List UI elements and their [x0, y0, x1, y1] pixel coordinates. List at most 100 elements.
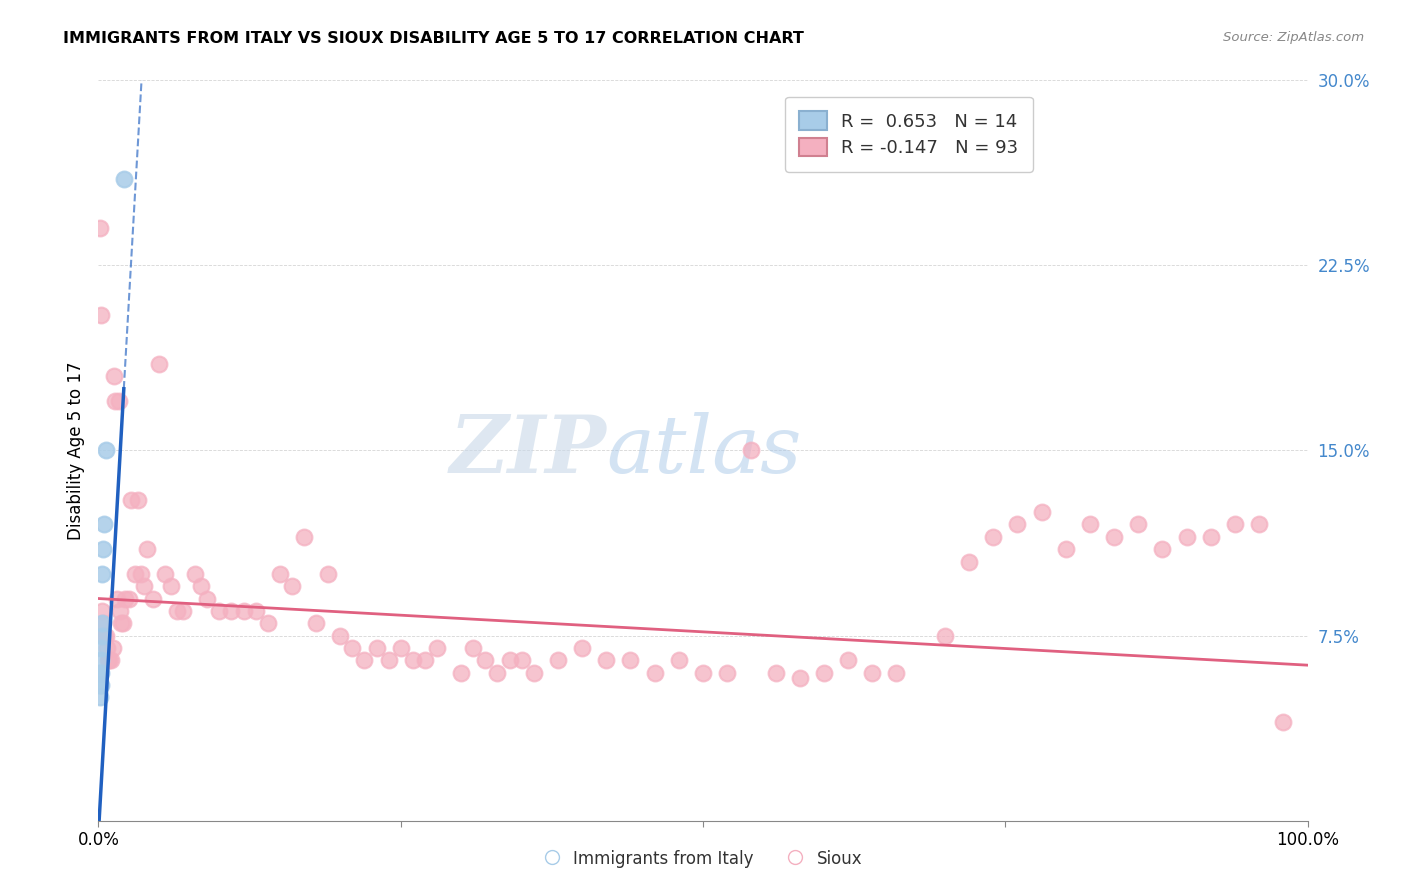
Point — [101, 640, 124, 655]
Point — [124, 566, 146, 581]
Point — [329, 628, 352, 642]
Point — [1054, 542, 1077, 557]
Point — [510, 653, 533, 667]
Point — [342, 640, 364, 655]
Point — [103, 369, 125, 384]
Point — [389, 640, 412, 655]
Legend: R =  0.653   N = 14, R = -0.147   N = 93: R = 0.653 N = 14, R = -0.147 N = 93 — [785, 96, 1032, 171]
Point — [118, 591, 141, 606]
Text: IMMIGRANTS FROM ITALY VS SIOUX DISABILITY AGE 5 TO 17 CORRELATION CHART: IMMIGRANTS FROM ITALY VS SIOUX DISABILIT… — [63, 31, 804, 46]
Point — [245, 604, 267, 618]
Point — [413, 653, 436, 667]
Point — [153, 566, 176, 581]
Point — [860, 665, 883, 680]
Point — [1152, 542, 1174, 557]
Legend: Immigrants from Italy, Sioux: Immigrants from Italy, Sioux — [537, 844, 869, 875]
Point — [208, 604, 231, 618]
Point — [96, 640, 118, 655]
Point — [1272, 714, 1295, 729]
Point — [813, 665, 835, 680]
Point — [90, 308, 112, 322]
Point — [105, 591, 128, 606]
Point — [90, 678, 112, 692]
Point — [1175, 530, 1198, 544]
Point — [1249, 517, 1271, 532]
Point — [91, 616, 114, 631]
Point — [90, 653, 112, 667]
Point — [148, 357, 170, 371]
Point — [97, 653, 120, 667]
Text: Source: ZipAtlas.com: Source: ZipAtlas.com — [1223, 31, 1364, 45]
Point — [91, 616, 114, 631]
Point — [195, 591, 218, 606]
Point — [1223, 517, 1246, 532]
Point — [402, 653, 425, 667]
Point — [91, 628, 114, 642]
Point — [90, 640, 112, 655]
Point — [281, 579, 304, 593]
Point — [120, 492, 142, 507]
Point — [232, 604, 254, 618]
Y-axis label: Disability Age 5 to 17: Disability Age 5 to 17 — [66, 361, 84, 540]
Point — [108, 604, 131, 618]
Point — [93, 517, 115, 532]
Point — [89, 221, 111, 235]
Point — [100, 653, 122, 667]
Point — [91, 604, 114, 618]
Point — [1199, 530, 1222, 544]
Point — [886, 665, 908, 680]
Point — [1007, 517, 1029, 532]
Point — [463, 640, 485, 655]
Point — [93, 628, 115, 642]
Point — [111, 616, 134, 631]
Point — [114, 591, 136, 606]
Point — [91, 566, 114, 581]
Point — [740, 443, 762, 458]
Point — [98, 653, 121, 667]
Point — [269, 566, 291, 581]
Point — [256, 616, 278, 631]
Point — [104, 394, 127, 409]
Point — [316, 566, 339, 581]
Point — [89, 678, 111, 692]
Point — [110, 616, 132, 631]
Point — [668, 653, 690, 667]
Point — [166, 604, 188, 618]
Point — [142, 591, 165, 606]
Point — [94, 628, 117, 642]
Point — [89, 665, 111, 680]
Point — [377, 653, 399, 667]
Text: ZIP: ZIP — [450, 412, 606, 489]
Point — [1031, 505, 1053, 519]
Point — [547, 653, 569, 667]
Point — [716, 665, 738, 680]
Point — [134, 579, 156, 593]
Point — [934, 628, 956, 642]
Point — [571, 640, 593, 655]
Point — [1128, 517, 1150, 532]
Point — [837, 653, 859, 667]
Point — [474, 653, 496, 667]
Point — [644, 665, 666, 680]
Point — [172, 604, 194, 618]
Point — [981, 530, 1004, 544]
Point — [221, 604, 243, 618]
Point — [127, 492, 149, 507]
Point — [91, 542, 114, 557]
Point — [1102, 530, 1125, 544]
Point — [108, 394, 131, 409]
Point — [366, 640, 388, 655]
Point — [523, 665, 546, 680]
Point — [957, 555, 980, 569]
Point — [692, 665, 714, 680]
Point — [1078, 517, 1101, 532]
Point — [190, 579, 212, 593]
Point — [498, 653, 520, 667]
Point — [112, 172, 135, 186]
Point — [595, 653, 617, 667]
Point — [305, 616, 328, 631]
Point — [94, 443, 117, 458]
Point — [89, 690, 111, 705]
Point — [292, 530, 315, 544]
Point — [486, 665, 509, 680]
